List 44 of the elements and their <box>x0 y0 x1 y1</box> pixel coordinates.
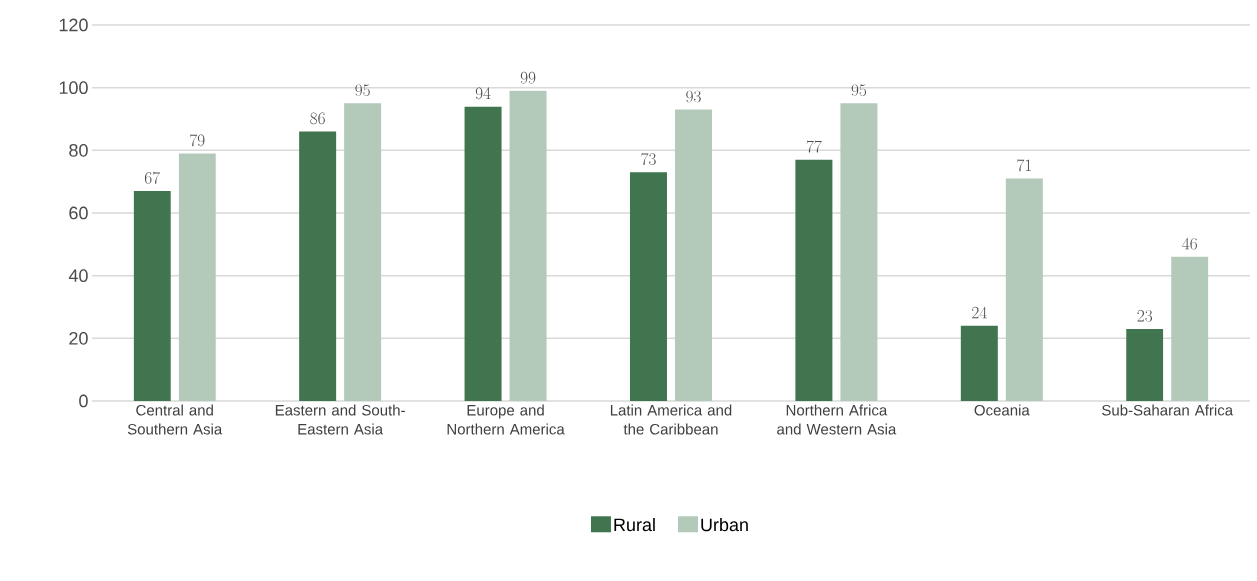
y-tick-label: 100 <box>59 81 88 95</box>
x-tick-label: Oceania <box>974 404 1030 416</box>
legend-label: Urban <box>701 518 748 532</box>
bar <box>1005 178 1043 401</box>
data-label: 73 <box>641 153 656 166</box>
data-label: 86 <box>310 112 325 125</box>
data-label: 95 <box>355 84 370 97</box>
y-tick-label: 120 <box>59 18 88 32</box>
data-label: 24 <box>972 306 987 319</box>
bar <box>133 191 171 401</box>
data-label: 93 <box>686 90 701 103</box>
legend-label: Rural <box>614 518 655 532</box>
data-label: 79 <box>190 134 205 147</box>
bar <box>1171 256 1209 401</box>
data-label: 67 <box>144 171 160 184</box>
y-tick-label: 40 <box>68 269 88 283</box>
y-tick-label: 60 <box>69 206 88 220</box>
data-label: 94 <box>475 87 491 100</box>
x-tick-label: Central and Southern Asia <box>127 404 223 435</box>
data-label: 23 <box>1137 309 1153 322</box>
x-tick-label: Eastern and South-Eastern Asia <box>275 404 405 435</box>
bar <box>509 90 547 401</box>
y-tick-label: 80 <box>69 143 88 157</box>
y-tick-label: 20 <box>69 331 88 345</box>
x-tick-label: Europe and Northern America <box>447 404 565 435</box>
x-tick-label: Latin America and the Caribbean <box>610 404 732 435</box>
bar <box>960 325 998 401</box>
bar <box>674 109 712 401</box>
data-label: 99 <box>520 71 536 84</box>
bar <box>299 131 337 401</box>
bar <box>344 103 382 401</box>
data-label: 46 <box>1182 237 1197 250</box>
x-tick-label: Sub-Saharan Africa <box>1102 404 1234 416</box>
bar <box>464 106 502 401</box>
data-label: 71 <box>1017 159 1031 172</box>
bar <box>629 172 667 401</box>
bar <box>795 159 833 401</box>
data-label: 77 <box>806 140 822 153</box>
y-tick-label: 0 <box>79 394 88 408</box>
bar <box>178 153 216 401</box>
x-tick-label: Northern Africa and Western Asia <box>777 404 897 435</box>
bar <box>1126 328 1164 401</box>
bar <box>840 103 878 401</box>
data-label: 95 <box>851 84 867 97</box>
